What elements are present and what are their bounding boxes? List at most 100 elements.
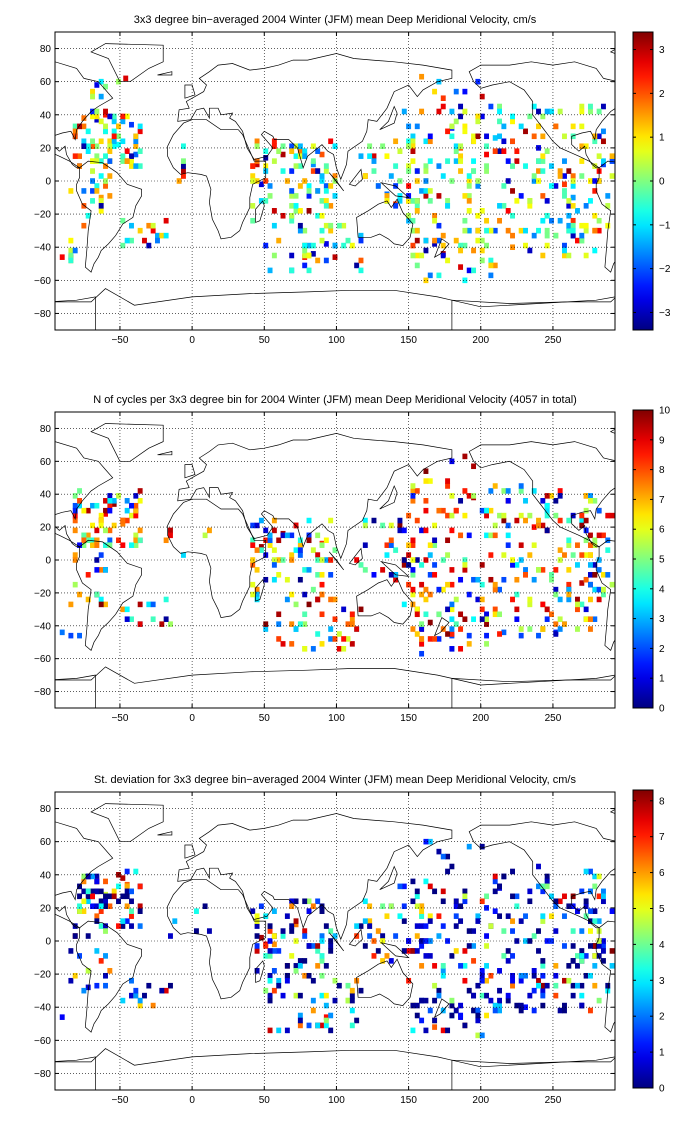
data-cell xyxy=(133,507,139,514)
data-cell xyxy=(453,596,459,603)
data-cell xyxy=(458,1012,464,1019)
data-cell xyxy=(150,227,156,234)
data-cell xyxy=(354,933,360,939)
data-cell xyxy=(423,611,429,618)
data-cell xyxy=(111,893,117,900)
data-cell xyxy=(557,898,563,905)
data-cell xyxy=(332,636,338,642)
data-cell xyxy=(202,532,208,539)
data-cell xyxy=(81,203,87,209)
data-cell xyxy=(592,918,598,924)
data-cell xyxy=(600,958,606,964)
data-cell xyxy=(514,938,520,944)
data-cell xyxy=(310,646,316,652)
data-cell xyxy=(146,982,152,989)
data-cell xyxy=(103,498,108,504)
data-cell xyxy=(410,138,416,145)
y-tick-label: −80 xyxy=(34,1069,51,1080)
data-cell xyxy=(432,88,438,95)
data-cell xyxy=(401,527,407,534)
data-cell xyxy=(103,893,108,900)
data-cell xyxy=(531,987,537,994)
data-cell xyxy=(445,606,451,613)
data-cell xyxy=(306,183,312,189)
data-cell xyxy=(68,601,74,608)
coastline xyxy=(55,1048,615,1090)
data-cell xyxy=(540,992,546,999)
data-cell xyxy=(514,148,520,154)
data-cell xyxy=(315,168,321,174)
data-cell xyxy=(440,242,446,249)
data-cell xyxy=(310,997,316,1004)
data-cell xyxy=(103,542,108,548)
data-cell xyxy=(254,943,260,949)
coastline xyxy=(677,452,691,455)
data-cell xyxy=(319,958,325,964)
data-cell xyxy=(562,173,567,179)
data-cell xyxy=(85,212,91,219)
data-cell xyxy=(527,626,533,632)
data-cell xyxy=(137,601,143,608)
data-cell xyxy=(90,502,95,509)
data-cell xyxy=(406,138,412,145)
data-cell xyxy=(505,522,511,529)
data-cell xyxy=(137,227,143,234)
data-cell xyxy=(557,517,563,524)
data-cell xyxy=(289,252,295,259)
data-cell xyxy=(263,943,269,949)
data-cell xyxy=(129,542,134,548)
data-cell xyxy=(336,982,342,989)
data-cell xyxy=(479,93,485,100)
data-cell xyxy=(462,562,468,568)
data-cell xyxy=(98,903,104,910)
data-cell xyxy=(587,918,593,924)
data-cell xyxy=(462,512,468,519)
x-tick-label: 200 xyxy=(472,335,489,346)
data-cell xyxy=(94,143,100,150)
data-cell xyxy=(280,168,286,174)
data-cell xyxy=(600,586,606,593)
data-cell xyxy=(406,977,412,984)
data-cell xyxy=(488,576,494,583)
coastline xyxy=(55,61,114,169)
data-cell xyxy=(358,237,364,244)
data-cell xyxy=(302,621,308,627)
data-cell xyxy=(94,502,100,509)
data-cell xyxy=(501,148,507,154)
data-cell xyxy=(120,217,126,224)
data-cell xyxy=(540,567,546,573)
data-cell xyxy=(583,227,589,234)
data-cell xyxy=(432,888,438,895)
data-cell xyxy=(579,948,585,954)
y-tick-label: −20 xyxy=(34,210,51,221)
data-cell xyxy=(579,108,585,115)
data-cell xyxy=(263,913,269,919)
data-cell xyxy=(510,918,515,924)
x-tick-label: 0 xyxy=(189,335,195,346)
data-cell xyxy=(358,257,364,264)
data-cell xyxy=(514,576,520,583)
data-cell xyxy=(514,903,520,910)
data-cell xyxy=(583,222,589,229)
chart-panel-3: St. deviation for 3x3 degree bin−average… xyxy=(34,774,665,1106)
data-cell xyxy=(289,143,295,150)
data-cell xyxy=(449,601,455,608)
data-cell xyxy=(77,908,83,914)
x-tick-label: −50 xyxy=(111,335,128,346)
data-cell xyxy=(575,596,580,603)
data-cell xyxy=(523,572,528,578)
data-cell xyxy=(98,898,104,905)
data-cell xyxy=(116,493,121,499)
data-cell xyxy=(423,596,429,603)
data-cell xyxy=(440,232,446,239)
data-cell xyxy=(332,254,338,260)
data-cell xyxy=(250,203,256,209)
data-cell xyxy=(336,222,342,229)
data-cell xyxy=(302,646,308,652)
data-cell xyxy=(98,567,104,573)
data-cell xyxy=(427,619,433,626)
data-cell xyxy=(579,601,585,608)
data-cell xyxy=(180,158,186,164)
data-cell xyxy=(315,963,321,969)
data-cell xyxy=(90,93,95,100)
